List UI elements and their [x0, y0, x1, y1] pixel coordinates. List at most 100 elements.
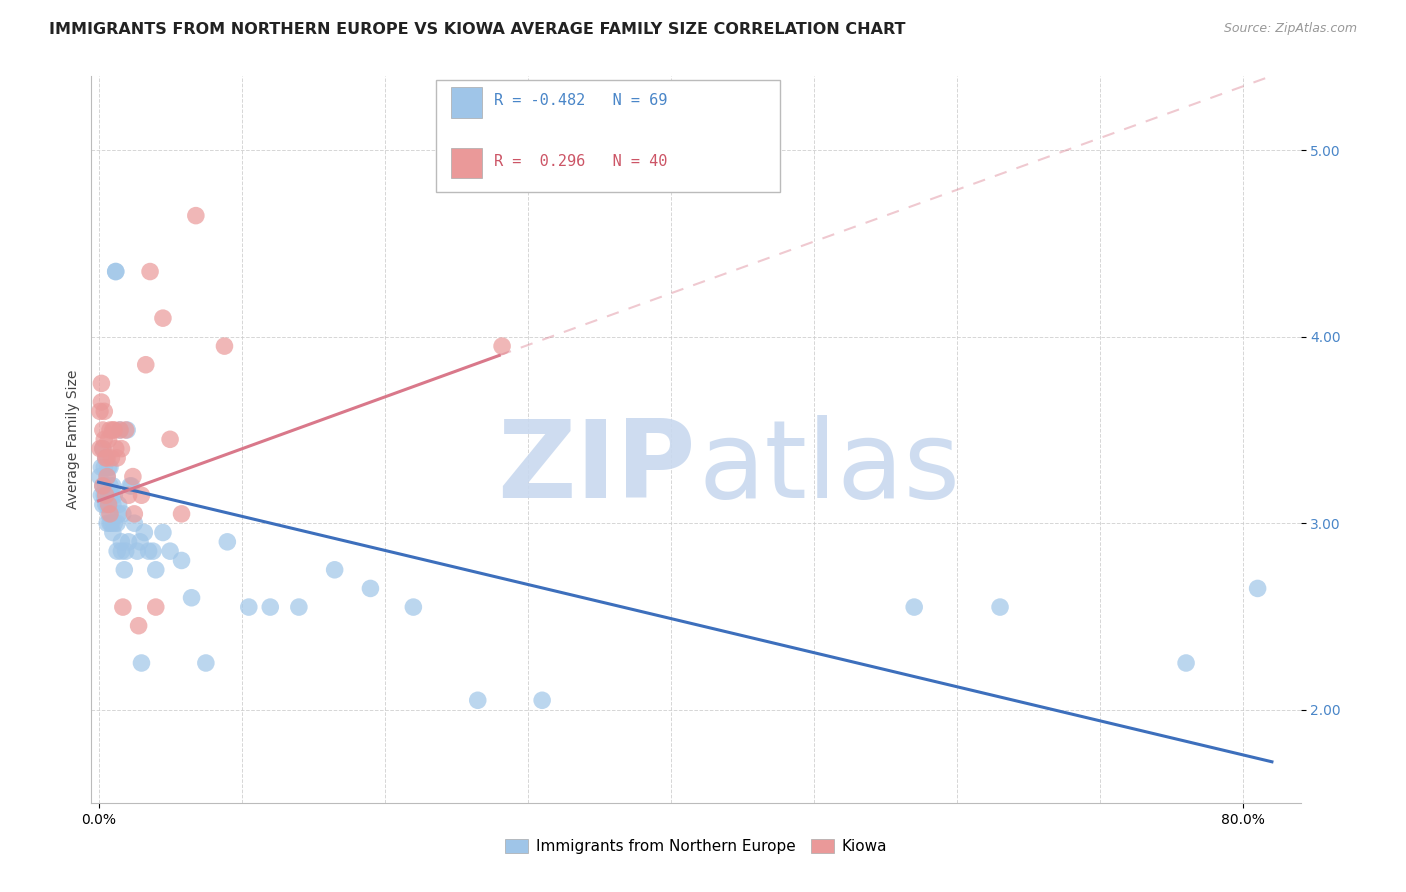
Point: [114, 544, 136, 558]
Point: [91, 498, 114, 512]
Point: [93, 488, 115, 502]
Legend: Immigrants from Northern Europe, Kiowa: Immigrants from Northern Europe, Kiowa: [499, 833, 893, 861]
Point: [988, 600, 1011, 615]
Text: R = -0.482   N = 69: R = -0.482 N = 69: [494, 94, 666, 108]
Text: atlas: atlas: [699, 416, 960, 522]
Point: [96, 498, 118, 512]
Point: [180, 591, 202, 605]
Point: [96, 469, 118, 483]
Point: [111, 600, 134, 615]
Point: [97, 433, 120, 447]
Point: [97, 507, 120, 521]
Point: [110, 544, 132, 558]
Point: [101, 423, 124, 437]
Point: [288, 600, 311, 615]
Point: [96, 516, 118, 531]
Point: [105, 516, 128, 531]
Point: [89, 442, 111, 456]
Point: [259, 600, 281, 615]
Point: [90, 488, 112, 502]
Point: [128, 618, 150, 632]
Point: [131, 656, 153, 670]
Point: [120, 479, 142, 493]
Text: R =  0.296   N = 40: R = 0.296 N = 40: [494, 153, 666, 169]
Point: [1246, 582, 1268, 596]
Point: [491, 339, 513, 353]
Point: [91, 479, 114, 493]
Point: [127, 544, 149, 558]
Point: [139, 264, 162, 278]
Point: [112, 563, 135, 577]
Point: [170, 553, 193, 567]
Point: [194, 656, 217, 670]
Point: [145, 600, 167, 615]
Point: [124, 507, 146, 521]
Point: [90, 395, 112, 409]
Point: [98, 507, 121, 521]
Point: [100, 516, 122, 531]
Point: [214, 339, 236, 353]
Point: [98, 460, 121, 475]
Point: [124, 516, 146, 531]
Point: [90, 460, 112, 475]
Point: [159, 544, 181, 558]
Point: [93, 433, 115, 447]
Point: [170, 507, 193, 521]
Point: [97, 498, 120, 512]
Point: [238, 600, 260, 615]
Point: [90, 376, 112, 391]
Point: [110, 442, 132, 456]
Point: [402, 600, 425, 615]
Point: [467, 693, 489, 707]
Point: [138, 544, 160, 558]
Point: [94, 479, 117, 493]
Point: [122, 469, 145, 483]
Text: IMMIGRANTS FROM NORTHERN EUROPE VS KIOWA AVERAGE FAMILY SIZE CORRELATION CHART: IMMIGRANTS FROM NORTHERN EUROPE VS KIOWA…: [49, 22, 905, 37]
Text: Source: ZipAtlas.com: Source: ZipAtlas.com: [1223, 22, 1357, 36]
Point: [89, 469, 111, 483]
Point: [117, 534, 139, 549]
Point: [134, 525, 156, 540]
Point: [104, 442, 127, 456]
Point: [93, 460, 115, 475]
Text: ZIP: ZIP: [498, 416, 696, 522]
Point: [94, 450, 117, 465]
Point: [115, 423, 138, 437]
Point: [98, 516, 121, 531]
Point: [145, 563, 167, 577]
Point: [101, 525, 124, 540]
Point: [98, 423, 121, 437]
Point: [129, 534, 152, 549]
Point: [107, 507, 129, 521]
Point: [96, 469, 118, 483]
Point: [101, 479, 124, 493]
Point: [94, 450, 117, 465]
Point: [103, 516, 125, 531]
Point: [105, 544, 128, 558]
Point: [159, 433, 181, 447]
Point: [152, 525, 174, 540]
Point: [111, 507, 134, 521]
Point: [108, 423, 131, 437]
Point: [114, 423, 136, 437]
Point: [101, 498, 124, 512]
Point: [359, 582, 381, 596]
Point: [217, 534, 239, 549]
Point: [91, 423, 114, 437]
Point: [100, 450, 122, 465]
Point: [93, 404, 115, 418]
Point: [105, 450, 128, 465]
Point: [94, 498, 117, 512]
Point: [89, 404, 111, 418]
Point: [103, 423, 125, 437]
Point: [1175, 656, 1198, 670]
Point: [135, 358, 157, 372]
Point: [97, 460, 120, 475]
Point: [104, 264, 127, 278]
Point: [531, 693, 554, 707]
Point: [108, 423, 131, 437]
Point: [96, 450, 118, 465]
Point: [97, 488, 120, 502]
Point: [184, 209, 207, 223]
Point: [94, 488, 117, 502]
